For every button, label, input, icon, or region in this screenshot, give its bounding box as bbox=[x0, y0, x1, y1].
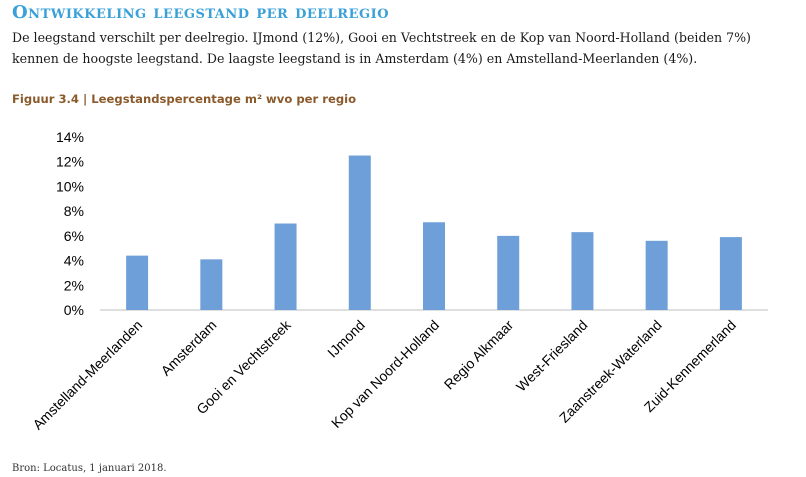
bar-chart: 0% 2% 4% 6% 8% 10% 12% 14% Amstelland-Meerlande… bbox=[29, 129, 768, 433]
figure-title: Figuur 3.4 | Leegstandspercentage m² wvo… bbox=[12, 92, 357, 106]
x-category-label: IJmond bbox=[324, 317, 368, 361]
bar bbox=[497, 235, 520, 310]
x-category-label: West-Friesland bbox=[513, 317, 591, 395]
y-tick-label: 6% bbox=[64, 228, 84, 244]
x-category-label: Regio Alkmaar bbox=[441, 317, 517, 393]
y-tick-label: 12% bbox=[56, 154, 84, 170]
intro-paragraph: De leegstand verschilt per deelregio. IJ… bbox=[12, 30, 751, 66]
bars-group bbox=[126, 155, 742, 310]
y-tick-label: 0% bbox=[64, 302, 84, 318]
source-note: Bron: Locatus, 1 januari 2018. bbox=[12, 463, 167, 474]
page-heading: Ontwikkeling leegstand per deelregio bbox=[12, 2, 390, 23]
bar bbox=[571, 232, 594, 310]
x-category-label: Amstelland-Meerlanden bbox=[29, 317, 145, 433]
bar bbox=[274, 223, 297, 310]
bar bbox=[126, 255, 149, 310]
y-tick-label: 14% bbox=[56, 129, 84, 145]
y-tick-label: 4% bbox=[64, 253, 84, 269]
bar bbox=[645, 240, 668, 310]
x-category-label: Amsterdam bbox=[158, 317, 220, 379]
y-tick-label: 10% bbox=[56, 178, 84, 194]
y-axis: 0% 2% 4% 6% 8% 10% 12% 14% bbox=[56, 129, 84, 318]
bar bbox=[719, 237, 742, 310]
y-tick-label: 8% bbox=[64, 203, 84, 219]
bar bbox=[423, 222, 445, 310]
bar bbox=[200, 259, 223, 310]
y-tick-label: 2% bbox=[64, 277, 84, 293]
bar bbox=[348, 155, 371, 310]
